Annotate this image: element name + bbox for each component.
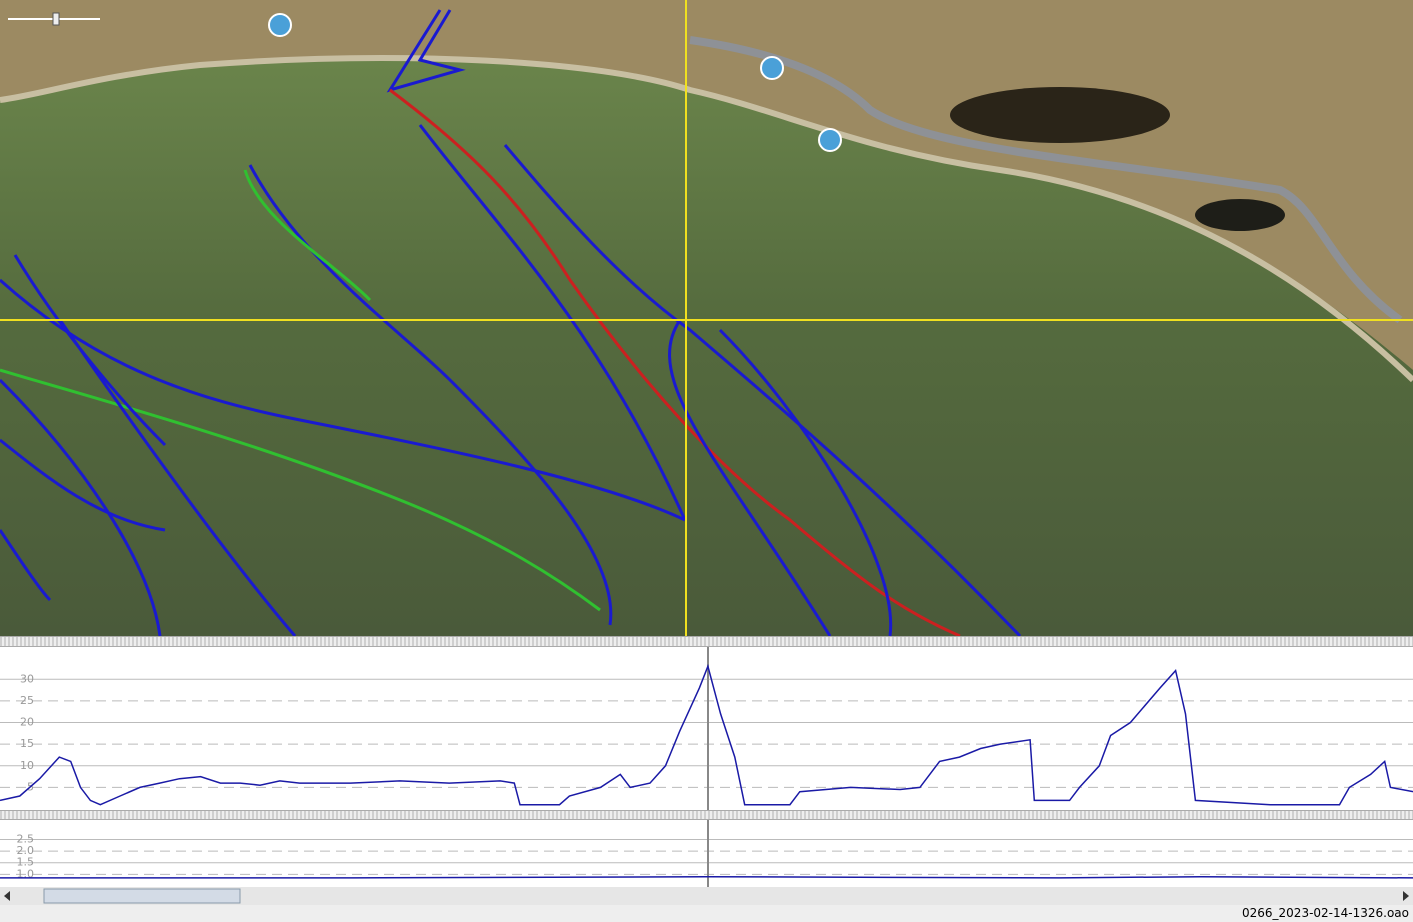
status-bar: 0266_2023-02-14-1326.oao xyxy=(0,905,1413,922)
y-tick-label: 2.0 xyxy=(17,844,35,857)
splitter[interactable] xyxy=(0,636,1413,647)
data-line xyxy=(0,875,1413,879)
secondary-chart: 1.01.52.02.5 xyxy=(0,820,1413,887)
file-name: 0266_2023-02-14-1326.oao xyxy=(1242,906,1409,920)
map-view[interactable] xyxy=(0,0,1413,636)
y-tick-label: 15 xyxy=(20,737,34,750)
y-tick-label: 2.5 xyxy=(17,832,35,845)
poi-icons[interactable] xyxy=(268,13,842,152)
shore xyxy=(0,55,1413,383)
y-tick-label: 20 xyxy=(20,716,34,729)
road xyxy=(689,36,1403,324)
scroll-left[interactable] xyxy=(4,891,10,901)
y-tick-label: 1.5 xyxy=(17,856,35,869)
zoom-slider-thumb[interactable] xyxy=(52,12,60,26)
scrollbar[interactable] xyxy=(0,887,1413,905)
data-line xyxy=(0,663,1413,806)
tracks xyxy=(0,9,1022,636)
y-tick-label: 1.0 xyxy=(17,867,35,880)
scroll-right[interactable] xyxy=(1403,891,1409,901)
pond xyxy=(950,87,1170,143)
y-tick-label: 30 xyxy=(20,672,34,685)
pond xyxy=(1195,199,1285,231)
scroll-thumb[interactable] xyxy=(43,888,241,904)
y-tick-label: 25 xyxy=(20,694,34,707)
y-tick-label: 10 xyxy=(20,759,34,772)
splitter[interactable] xyxy=(0,810,1413,820)
